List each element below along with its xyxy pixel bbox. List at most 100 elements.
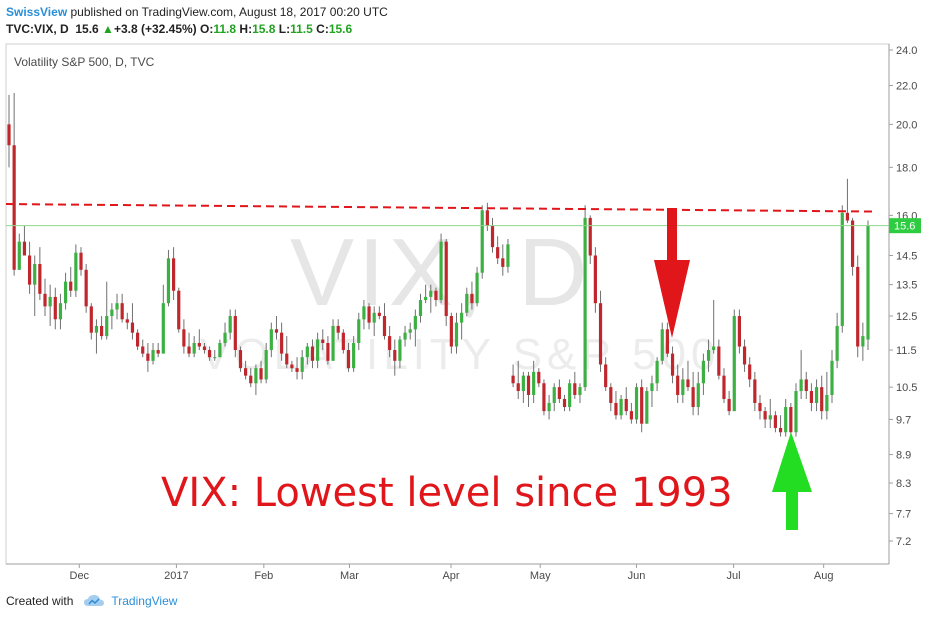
candle-body-67 [352, 343, 356, 369]
price-axis-ticks: 24.022.020.018.016.014.513.512.511.510.5… [889, 45, 917, 548]
price-tick-label-0: 24.0 [896, 45, 917, 57]
low-label: L: [278, 22, 291, 36]
candle-body-152 [789, 407, 793, 433]
ohlc-legend: TVC:VIX, D 15.6 ▲+3.8 (+32.45%) O:11.8 H… [6, 22, 352, 36]
candle-body-154 [799, 379, 803, 392]
candle-body-118 [614, 402, 618, 416]
candle-body-164 [850, 220, 855, 267]
price-change: +3.8 (+32.45%) [113, 22, 197, 36]
candle-body-116 [604, 364, 608, 388]
candle-body-126 [655, 360, 659, 384]
candle-body-12 [69, 281, 73, 291]
candle-body-30 [161, 303, 165, 354]
candle-body-121 [629, 411, 633, 420]
symbol-label[interactable]: TVC:VIX, D [6, 22, 69, 36]
candle-body-127 [660, 329, 664, 361]
candle-body-106 [552, 387, 556, 403]
candle-body-156 [809, 391, 814, 403]
candle-body-105 [547, 402, 551, 412]
candle-body-66 [346, 350, 351, 369]
candle-body-20 [110, 309, 114, 317]
watermark-symbol: VIX, D [290, 219, 592, 326]
arrow-down-icon [654, 208, 690, 338]
candle-body-35 [187, 346, 191, 354]
candle-body-17 [94, 325, 99, 333]
chart-title: Volatility S&P 500, D, TVC [14, 55, 155, 69]
author-name[interactable]: SwissView [6, 5, 68, 19]
high-value: 15.8 [252, 22, 276, 36]
candle-body-138 [717, 346, 721, 376]
candle-body-81 [424, 296, 428, 301]
price-tick-label-10: 9.7 [896, 414, 911, 426]
candle-body-113 [588, 217, 592, 256]
candle-body-61 [321, 339, 325, 344]
candle-body-117 [609, 387, 613, 403]
candle-body-93 [485, 210, 489, 226]
candle-body-148 [768, 415, 772, 420]
candle-body-92 [480, 210, 484, 273]
candle-body-157 [814, 387, 819, 403]
time-tick-label-5: May [530, 570, 551, 582]
candle-body-144 [748, 364, 752, 380]
tradingview-link[interactable]: TradingView [111, 594, 178, 608]
high-label: H: [239, 22, 253, 36]
candle-body-131 [681, 379, 685, 395]
candlestick-chart[interactable]: 24.022.020.018.016.014.513.512.511.510.5… [0, 40, 928, 584]
candle-body-25 [135, 332, 140, 347]
candle-body-29 [156, 350, 160, 354]
price-tick-label-14: 7.2 [896, 536, 911, 548]
price-tick-label-6: 13.5 [896, 280, 917, 292]
candle-body-39 [208, 350, 212, 358]
candle-body-161 [835, 325, 839, 361]
candle-body-44 [233, 316, 237, 351]
candle-body-110 [573, 383, 577, 395]
candle-body-37 [197, 343, 201, 347]
candle-body-62 [326, 343, 330, 361]
candle-body-10 [58, 303, 63, 320]
candle-body-79 [413, 316, 417, 330]
price-tick-label-7: 12.5 [896, 311, 917, 323]
price-tick-label-11: 8.9 [896, 450, 911, 462]
candle-body-69 [362, 306, 366, 320]
candle-body-145 [753, 379, 757, 403]
candle-body-103 [537, 371, 541, 384]
price-tick-label-9: 10.5 [896, 382, 917, 394]
candle-body-137 [712, 346, 716, 351]
time-tick-label-6: Jun [628, 570, 646, 582]
candle-body-163 [845, 212, 850, 221]
candle-body-96 [501, 258, 505, 267]
candle-body-95 [496, 247, 500, 259]
triangle-up-icon: ▲ [102, 22, 114, 36]
candle-body-26 [141, 346, 145, 354]
arrow-up-icon [772, 432, 812, 530]
time-tick-label-1: 2017 [164, 570, 188, 582]
candle-body-9 [53, 296, 57, 320]
candle-body-101 [526, 375, 531, 395]
candle-body-36 [192, 343, 196, 354]
candle-body-128 [665, 329, 669, 354]
candles [7, 92, 870, 442]
candle-body-149 [773, 415, 778, 428]
candle-body-112 [583, 217, 587, 388]
candle-body-24 [130, 322, 135, 333]
open-label: O: [200, 22, 214, 36]
candle-body-53 [280, 332, 284, 354]
candle-body-45 [238, 350, 243, 369]
candle-body-89 [465, 293, 469, 313]
candle-body-155 [804, 379, 808, 392]
candle-body-11 [63, 281, 68, 304]
candle-body-74 [388, 336, 392, 351]
candle-body-88 [460, 312, 464, 323]
last-price: 15.6 [75, 22, 99, 36]
price-tick-label-3: 18.0 [896, 162, 917, 174]
candle-body-100 [521, 375, 525, 392]
candle-body-159 [825, 394, 829, 412]
price-tick-label-5: 14.5 [896, 251, 917, 263]
price-tick-label-2: 20.0 [896, 119, 917, 131]
candle-body-150 [778, 427, 783, 433]
resistance-line[interactable] [5, 203, 875, 213]
price-tick-label-13: 7.7 [896, 509, 911, 521]
candle-body-146 [758, 402, 762, 412]
candle-body-14 [79, 252, 83, 270]
time-tick-label-2: Feb [254, 570, 273, 582]
